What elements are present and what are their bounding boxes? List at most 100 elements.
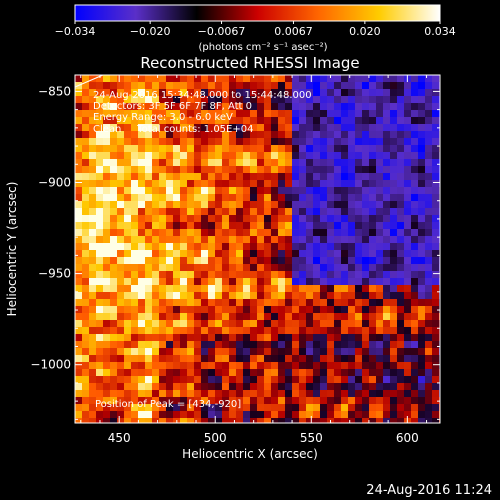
heatmap-cell xyxy=(159,404,166,411)
heatmap-cell xyxy=(313,187,320,194)
heatmap-cell xyxy=(201,159,208,166)
heatmap-cell xyxy=(271,383,278,390)
heatmap-cell xyxy=(432,75,439,82)
heatmap-cell xyxy=(103,180,110,187)
heatmap-cell xyxy=(180,236,187,243)
heatmap-cell xyxy=(152,348,159,355)
heatmap-cell xyxy=(320,271,327,278)
heatmap-cell xyxy=(250,278,257,285)
heatmap-cell xyxy=(432,292,439,299)
heatmap-cell xyxy=(390,299,397,306)
heatmap-cells xyxy=(75,75,440,423)
heatmap-cell xyxy=(313,348,320,355)
heatmap-cell xyxy=(194,201,201,208)
heatmap-cell xyxy=(89,201,96,208)
heatmap-cell xyxy=(194,390,201,397)
heatmap-cell xyxy=(341,208,348,215)
heatmap-cell xyxy=(397,418,404,423)
heatmap-cell xyxy=(320,222,327,229)
heatmap-cell xyxy=(397,222,404,229)
heatmap-cell xyxy=(348,194,355,201)
heatmap-cell xyxy=(201,208,208,215)
heatmap-cell xyxy=(96,355,103,362)
heatmap-cell xyxy=(82,278,89,285)
heatmap-cell xyxy=(194,208,201,215)
heatmap-cell xyxy=(243,292,250,299)
heatmap-cell xyxy=(425,75,432,82)
heatmap-cell xyxy=(236,299,243,306)
heatmap-cell xyxy=(411,117,418,124)
heatmap-cell xyxy=(376,166,383,173)
heatmap-cell xyxy=(75,201,82,208)
heatmap-cell xyxy=(75,110,82,117)
y-tick-label: −900 xyxy=(38,175,71,189)
heatmap-cell xyxy=(334,285,341,292)
heatmap-cell xyxy=(313,117,320,124)
heatmap-cell xyxy=(180,292,187,299)
heatmap-cell xyxy=(96,348,103,355)
heatmap-cell xyxy=(250,320,257,327)
heatmap-cell xyxy=(180,306,187,313)
colorbar-tick-label: 0.020 xyxy=(349,25,381,38)
heatmap-cell xyxy=(376,131,383,138)
heatmap-cell xyxy=(411,173,418,180)
heatmap-cell xyxy=(257,138,264,145)
heatmap-cell xyxy=(89,271,96,278)
heatmap-cell xyxy=(369,320,376,327)
heatmap-cell xyxy=(166,243,173,250)
heatmap-cell xyxy=(341,348,348,355)
heatmap-cell xyxy=(285,264,292,271)
heatmap-cell xyxy=(390,110,397,117)
heatmap-cell xyxy=(187,278,194,285)
heatmap-cell xyxy=(194,229,201,236)
heatmap-cell xyxy=(327,152,334,159)
heatmap-cell xyxy=(306,257,313,264)
heatmap-cell xyxy=(425,159,432,166)
heatmap-cell xyxy=(362,369,369,376)
heatmap-cell xyxy=(299,96,306,103)
heatmap-cell xyxy=(145,341,152,348)
heatmap-cell xyxy=(229,222,236,229)
heatmap-cell xyxy=(89,369,96,376)
heatmap-cell xyxy=(376,397,383,404)
heatmap-cell xyxy=(89,75,96,82)
heatmap-cell xyxy=(271,75,278,82)
heatmap-cell xyxy=(89,341,96,348)
heatmap-cell xyxy=(320,201,327,208)
heatmap-cell xyxy=(418,208,425,215)
heatmap-cell xyxy=(215,250,222,257)
heatmap-cell xyxy=(432,320,439,327)
heatmap-cell xyxy=(117,292,124,299)
heatmap-cell xyxy=(334,264,341,271)
heatmap-cell xyxy=(117,82,124,89)
heatmap-cell xyxy=(425,110,432,117)
heatmap-cell xyxy=(411,152,418,159)
heatmap-cell xyxy=(313,306,320,313)
heatmap-cell xyxy=(271,369,278,376)
heatmap-cell xyxy=(236,152,243,159)
heatmap-cell xyxy=(159,103,166,110)
heatmap-cell xyxy=(390,96,397,103)
heatmap-cell xyxy=(236,124,243,131)
heatmap-cell xyxy=(187,236,194,243)
heatmap-cell xyxy=(131,173,138,180)
heatmap-cell xyxy=(369,215,376,222)
heatmap-cell xyxy=(103,397,110,404)
heatmap-cell xyxy=(257,362,264,369)
heatmap-cell xyxy=(355,411,362,418)
heatmap-cell xyxy=(138,180,145,187)
heatmap-cell xyxy=(75,117,82,124)
heatmap-cell xyxy=(320,159,327,166)
heatmap-cell xyxy=(306,376,313,383)
heatmap-cell xyxy=(264,355,271,362)
heatmap-cell xyxy=(369,145,376,152)
heatmap-cell xyxy=(313,271,320,278)
heatmap-cell xyxy=(110,243,117,250)
heatmap-cell xyxy=(306,362,313,369)
heatmap-cell xyxy=(250,243,257,250)
heatmap-cell xyxy=(215,194,222,201)
heatmap-cell xyxy=(313,201,320,208)
heatmap-cell xyxy=(411,243,418,250)
heatmap-cell xyxy=(348,397,355,404)
heatmap-cell xyxy=(180,208,187,215)
